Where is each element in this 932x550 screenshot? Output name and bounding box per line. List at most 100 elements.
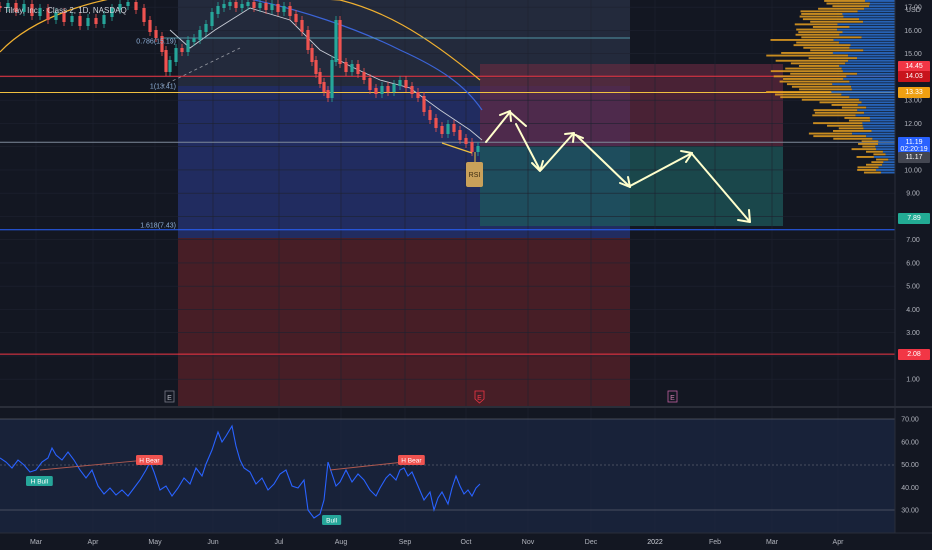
volume-profile-bar bbox=[820, 101, 862, 103]
volume-profile-bar bbox=[875, 146, 895, 148]
volume-profile-bar bbox=[866, 135, 895, 137]
volume-profile-bar bbox=[795, 23, 838, 25]
candle-body bbox=[210, 12, 213, 26]
time-tick-label: Jul bbox=[275, 539, 284, 546]
volume-profile-bar bbox=[876, 159, 888, 161]
volume-profile-bar bbox=[813, 135, 866, 137]
price-tick-label: 16.00 bbox=[904, 28, 922, 35]
volume-profile-bar bbox=[883, 151, 895, 153]
rsi-tick-label: 70.00 bbox=[901, 417, 919, 424]
volume-profile-bar bbox=[780, 81, 850, 83]
volume-profile-bar bbox=[866, 107, 895, 109]
volume-profile-bar bbox=[862, 101, 895, 103]
candle-body bbox=[264, 3, 267, 10]
volume-profile-bar bbox=[863, 21, 895, 23]
symbol-title[interactable]: Tilray, Inc. · Class 2, 1D, NASDAQ bbox=[4, 6, 127, 15]
price-tag: 7.89 bbox=[898, 213, 930, 224]
rsi-band bbox=[0, 419, 895, 533]
volume-profile-bar bbox=[818, 8, 864, 10]
candle-body bbox=[126, 2, 129, 6]
volume-profile-bar bbox=[871, 161, 883, 163]
time-tick-label: Nov bbox=[522, 539, 535, 546]
volume-profile-bar bbox=[832, 5, 869, 7]
candle-body bbox=[276, 4, 279, 12]
volume-profile-bar bbox=[849, 26, 895, 28]
time-tick-label: Aug bbox=[335, 539, 348, 546]
candle-body bbox=[322, 82, 325, 92]
volume-profile-bar bbox=[834, 39, 895, 41]
volume-profile-bar bbox=[799, 88, 852, 90]
candle-body bbox=[154, 30, 157, 38]
volume-profile-bar bbox=[857, 156, 874, 158]
volume-profile-bar bbox=[849, 47, 895, 49]
volume-profile-bar bbox=[794, 44, 851, 46]
price-tick-label: 7.00 bbox=[906, 237, 920, 244]
candle-body bbox=[234, 2, 237, 8]
volume-profile-bar bbox=[864, 172, 881, 174]
price-tick-label: 9.00 bbox=[906, 191, 920, 198]
volume-profile-bar bbox=[813, 26, 850, 28]
volume-profile-bar bbox=[815, 112, 864, 114]
candle-body bbox=[94, 18, 97, 24]
candle-body bbox=[380, 86, 383, 94]
candle-body bbox=[422, 96, 425, 112]
volume-profile-bar bbox=[857, 73, 895, 75]
candle-body bbox=[174, 48, 177, 62]
volume-profile-bar bbox=[858, 143, 878, 145]
candle-body bbox=[446, 124, 449, 134]
volume-profile-bar bbox=[791, 62, 845, 64]
time-tick-label: Oct bbox=[461, 539, 472, 546]
candle-body bbox=[334, 20, 337, 62]
volume-profile-bar bbox=[858, 104, 895, 106]
volume-profile-bar bbox=[859, 18, 895, 20]
candle-body bbox=[310, 48, 313, 62]
candle-body bbox=[186, 40, 189, 52]
volume-profile-bar bbox=[801, 10, 858, 12]
candle-body bbox=[326, 90, 329, 98]
volume-profile-bar bbox=[852, 133, 895, 135]
volume-profile-bar bbox=[864, 8, 895, 10]
volume-profile-bar bbox=[843, 16, 895, 18]
rsi-tick-label: 60.00 bbox=[901, 439, 919, 446]
candle-body bbox=[228, 2, 231, 6]
volume-profile-bar bbox=[870, 117, 895, 119]
volume-profile-bar bbox=[878, 143, 895, 145]
currency-label: USD bbox=[906, 7, 921, 14]
volume-profile-bar bbox=[882, 164, 895, 166]
time-tick-label: Jun bbox=[207, 539, 218, 546]
candle-body bbox=[282, 6, 285, 12]
candle-body bbox=[410, 86, 413, 94]
candle-body bbox=[142, 8, 145, 22]
volume-profile-bar bbox=[876, 148, 895, 150]
earnings-marker-1: E bbox=[167, 395, 172, 402]
candle-body bbox=[368, 78, 371, 90]
rsi-axis[interactable]: 70.00 60.00 50.00 40.00 30.00 bbox=[901, 417, 919, 515]
volume-profile-bar bbox=[766, 55, 848, 57]
price-tick-label: 13.00 bbox=[904, 98, 922, 105]
time-tick-label: Feb bbox=[709, 539, 721, 546]
volume-profile-bar bbox=[852, 88, 895, 90]
candle-body bbox=[318, 72, 321, 84]
volume-profile-bar bbox=[766, 91, 831, 93]
candle-body bbox=[416, 92, 419, 98]
rsi-marker-label: RSI bbox=[469, 172, 481, 179]
volume-profile-bar bbox=[866, 151, 883, 153]
candle-body bbox=[102, 15, 105, 24]
price-tag: 11.17 bbox=[898, 152, 930, 163]
candle-body bbox=[134, 2, 137, 10]
volume-profile-bar bbox=[841, 94, 895, 96]
volume-profile[interactable] bbox=[766, 0, 895, 174]
volume-profile-bar bbox=[826, 3, 869, 5]
candle-body bbox=[70, 16, 73, 22]
volume-profile-bar bbox=[837, 29, 895, 31]
volume-profile-bar bbox=[809, 57, 857, 59]
rsi-divergence-tag-label: H Bear bbox=[401, 458, 422, 465]
candle-body bbox=[148, 20, 151, 32]
volume-profile-bar bbox=[814, 109, 858, 111]
candle-body bbox=[314, 60, 317, 74]
price-tick-label: 3.00 bbox=[906, 330, 920, 337]
volume-profile-bar bbox=[796, 29, 837, 31]
candle-body bbox=[180, 48, 183, 52]
volume-profile-bar bbox=[876, 169, 895, 171]
